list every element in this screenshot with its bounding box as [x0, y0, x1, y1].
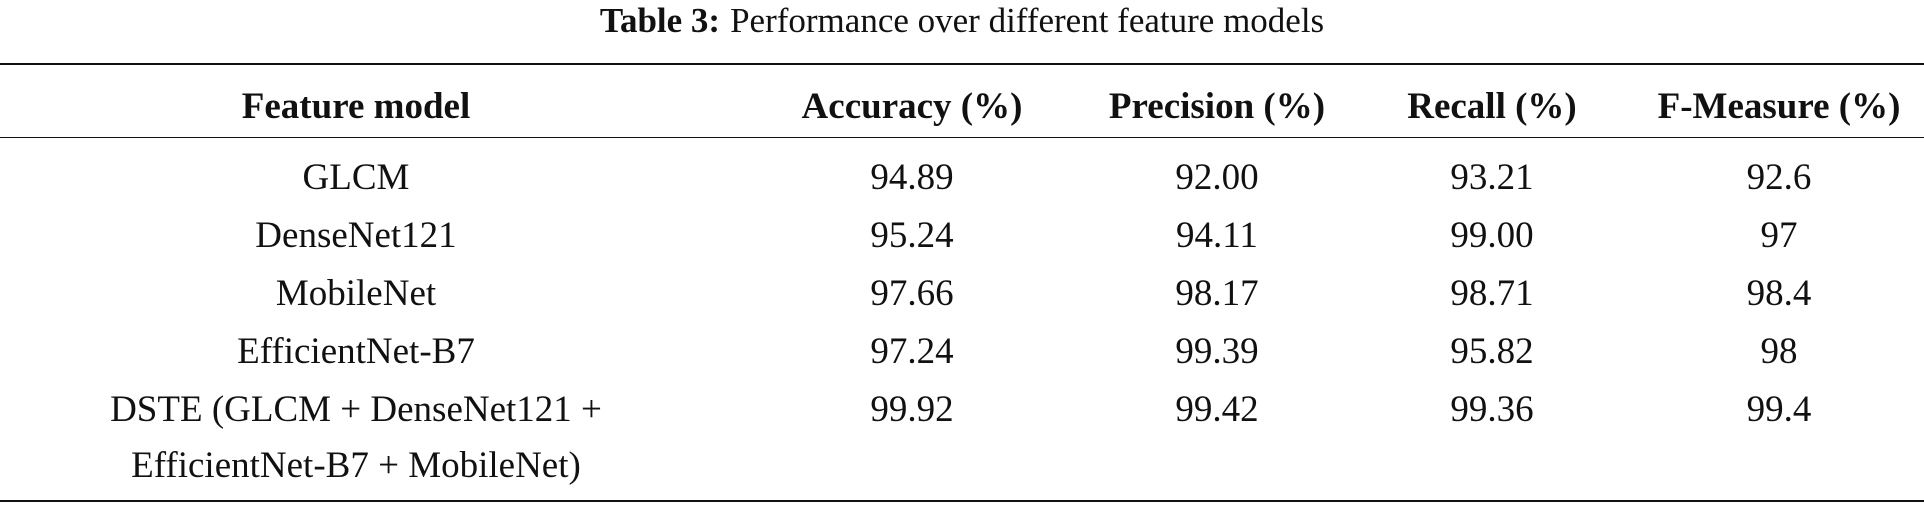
header-rule	[0, 137, 1924, 138]
table-cell: 92.6	[1746, 157, 1812, 198]
table-cell: 93.21	[1450, 157, 1534, 198]
bottom-rule	[0, 500, 1924, 502]
table-cell: DenseNet121	[255, 215, 457, 256]
table-cell: 94.11	[1176, 215, 1258, 256]
table-cell: 99.36	[1450, 389, 1534, 430]
header-cell: Precision (%)	[1108, 86, 1326, 127]
header-cell: Accuracy (%)	[801, 86, 1023, 127]
table-cell: GLCM	[302, 157, 410, 198]
header-cell: Recall (%)	[1407, 86, 1577, 127]
table-cell: 99.00	[1450, 215, 1534, 256]
table-cell: 97.66	[870, 273, 954, 314]
table-cell: 99.39	[1175, 331, 1259, 372]
table-cell: 94.89	[870, 157, 954, 198]
header-cell: Feature model	[241, 86, 471, 127]
table-cell: 92.00	[1175, 157, 1259, 198]
table-cell: 98.71	[1450, 273, 1534, 314]
table-cell: MobileNet	[275, 273, 437, 314]
table-cell: 98	[1760, 331, 1798, 372]
table-cell: 95.82	[1450, 331, 1534, 372]
table-cell: 98.4	[1746, 273, 1812, 314]
table-caption: Table 3: Performance over different featu…	[0, 0, 1924, 42]
caption-text: Performance over different feature model…	[730, 1, 1325, 40]
top-rule	[0, 63, 1924, 65]
table-cell: 98.17	[1175, 273, 1259, 314]
caption-label: Table 3:	[599, 1, 721, 40]
table-cell: 95.24	[870, 215, 954, 256]
table-cell: 99.92	[870, 389, 954, 430]
table-cell: 97.24	[870, 331, 954, 372]
header-cell: F-Measure (%)	[1657, 86, 1901, 127]
table-cell: 99.4	[1746, 389, 1812, 430]
table-cell: EfficientNet-B7	[237, 331, 475, 372]
table-cell: 99.42	[1175, 389, 1259, 430]
table-cell: 97	[1760, 215, 1798, 256]
table-cell: DSTE (GLCM + DenseNet121 + EfficientNet-…	[110, 389, 602, 486]
